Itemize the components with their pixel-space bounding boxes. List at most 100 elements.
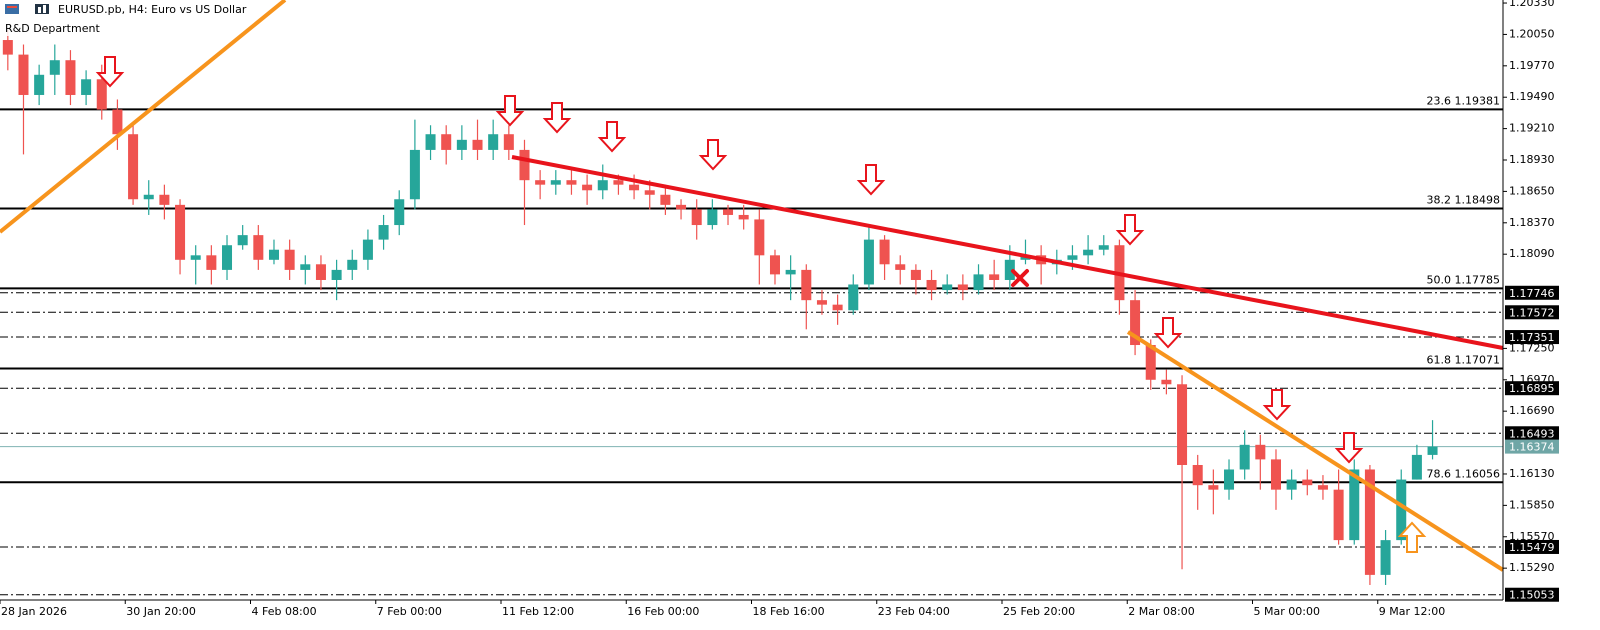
chart-subtitle: R&D Department <box>5 22 100 35</box>
y-tick-label: 1.19210 <box>1509 122 1555 135</box>
candle-body <box>769 255 780 275</box>
candle-body <box>378 225 389 240</box>
candle-body <box>347 259 358 270</box>
down-arrow <box>1262 389 1292 421</box>
trendline <box>1126 330 1505 572</box>
candle-body <box>535 180 546 185</box>
candle-body <box>65 60 76 95</box>
candle-body <box>34 74 45 95</box>
header-icons <box>5 4 49 14</box>
y-tick-label: 1.16690 <box>1509 404 1555 417</box>
price-box-label: 1.16493 <box>1509 427 1555 440</box>
candle-body <box>472 139 483 150</box>
candle-body <box>957 284 968 291</box>
price-box <box>1505 330 1559 345</box>
price-box-label: 1.16895 <box>1509 382 1555 395</box>
candle-body <box>143 194 154 200</box>
candle-body <box>1239 444 1250 470</box>
price-box <box>1505 539 1559 554</box>
candle-body <box>816 300 827 305</box>
down-arrow <box>597 121 627 153</box>
candle-body <box>488 134 499 150</box>
price-box <box>1505 381 1559 396</box>
down-arrow <box>1115 214 1145 246</box>
candle-body <box>895 264 906 270</box>
candle-body <box>754 219 765 256</box>
candle-body <box>1380 540 1391 575</box>
candle-body <box>1208 485 1219 490</box>
candle-body <box>613 180 624 185</box>
current-price-label: 1.16374 <box>1509 441 1555 454</box>
x-tick-label: 5 Mar 00:00 <box>1254 605 1320 618</box>
candle-body <box>268 249 279 260</box>
candle-body <box>738 214 749 220</box>
fib-ratio: 23.6 <box>1427 94 1452 107</box>
y-tick-label: 1.20330 <box>1509 0 1555 9</box>
candle-body <box>2 40 13 55</box>
candle-body <box>660 194 671 205</box>
candle-body <box>1364 469 1375 575</box>
price-box-label: 1.17746 <box>1509 287 1555 300</box>
down-arrow <box>856 164 886 196</box>
x-tick-label: 11 Feb 12:00 <box>502 605 574 618</box>
fib-price: 1.16056 <box>1455 467 1501 480</box>
candle-body <box>644 190 655 195</box>
cross-marker <box>1011 269 1029 287</box>
candle-body <box>582 184 593 191</box>
y-tick-label: 1.18370 <box>1509 216 1555 229</box>
candle-body <box>550 180 561 185</box>
fib-ratio: 61.8 <box>1427 353 1452 366</box>
x-tick-label: 4 Feb 08:00 <box>252 605 317 618</box>
candle-body <box>801 269 812 301</box>
candle-body <box>1270 459 1281 490</box>
candle-body <box>519 149 530 181</box>
candle-body <box>409 149 420 200</box>
icon <box>35 4 49 14</box>
candle-body <box>128 134 139 200</box>
candle-body <box>300 264 311 270</box>
price-box <box>1505 305 1559 320</box>
candle-body <box>1349 469 1360 541</box>
candle-body <box>1333 489 1344 541</box>
down-arrow <box>1153 317 1183 349</box>
candle-body <box>1177 384 1188 465</box>
candle-body <box>1067 255 1078 260</box>
candle-body <box>49 60 60 75</box>
candle-body <box>175 204 186 260</box>
fib-price: 1.19381 <box>1455 94 1501 107</box>
candle-body <box>1161 379 1172 385</box>
price-box <box>1505 426 1559 441</box>
candle-body <box>253 235 264 260</box>
icon <box>5 4 19 14</box>
candle-body <box>159 194 170 205</box>
candle-body <box>785 269 796 275</box>
down-arrow <box>95 56 125 88</box>
candle-body <box>394 199 405 226</box>
y-tick-label: 1.18930 <box>1509 153 1555 166</box>
candle-body <box>1396 479 1407 541</box>
candle-body <box>723 209 734 215</box>
x-tick-label: 25 Feb 20:00 <box>1003 605 1075 618</box>
fib-ratio: 38.2 <box>1427 193 1452 206</box>
candle-body <box>1427 446 1438 455</box>
candle-body <box>222 245 233 270</box>
down-arrow <box>542 102 572 134</box>
y-tick-label: 1.15570 <box>1509 530 1555 543</box>
y-tick-label: 1.20050 <box>1509 27 1555 40</box>
y-tick-label: 1.16130 <box>1509 467 1555 480</box>
trendline <box>0 0 287 234</box>
candle-body <box>597 180 608 191</box>
fib-ratio: 50.0 <box>1427 273 1452 286</box>
candle-body <box>1224 469 1235 490</box>
candle-body <box>81 79 92 95</box>
candles <box>2 29 1438 585</box>
x-tick-label: 30 Jan 20:00 <box>126 605 196 618</box>
candle-body <box>331 269 342 280</box>
price-box-label: 1.15053 <box>1509 589 1555 602</box>
y-tick-label: 1.15850 <box>1509 498 1555 511</box>
down-arrow <box>698 139 728 171</box>
candle-body <box>879 239 890 265</box>
